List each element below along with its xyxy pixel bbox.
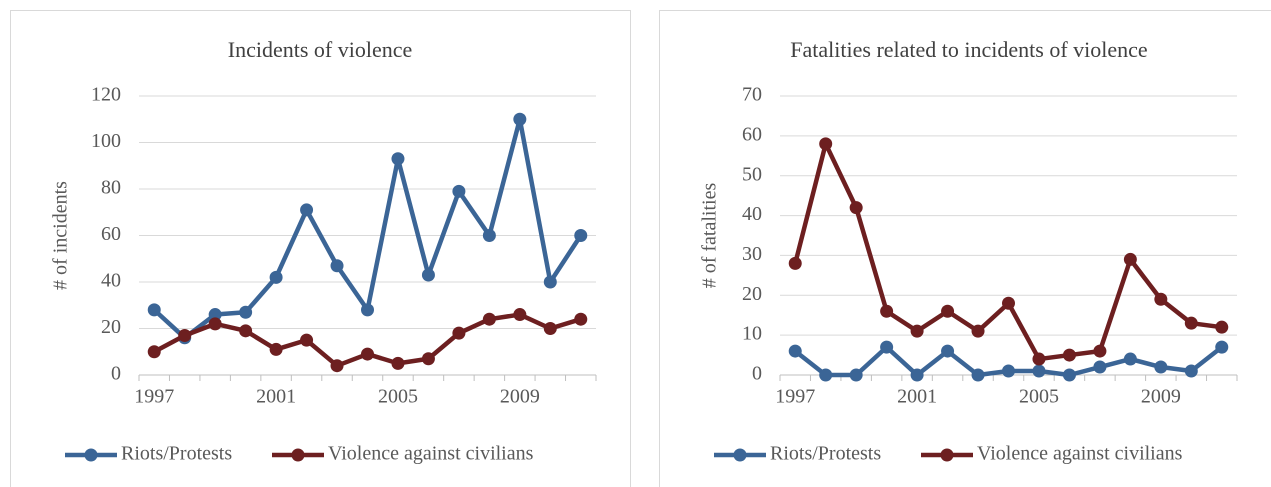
point [1062,368,1076,382]
point [1062,348,1076,362]
point [910,324,924,338]
y-tick-label: 20 [742,283,762,305]
legend-label: Riots/Protests [770,443,881,465]
point [300,203,314,217]
chart-title: Incidents of violence [228,37,413,62]
y-axis-label: # of fatalities [699,183,721,289]
point [239,305,253,319]
point [849,201,863,215]
point [1154,360,1168,374]
point [1215,340,1229,354]
point [1093,344,1107,358]
point [330,259,344,273]
x-tick-label: 2005 [1019,386,1059,408]
legend-label: Riots/Protests [121,443,232,465]
point [1002,296,1015,310]
x-tick-label: 2005 [378,386,418,408]
point [269,270,283,284]
point [208,308,222,322]
y-tick-label: 70 [742,84,762,106]
y-tick-label: 0 [752,363,762,385]
y-tick-label: 20 [101,316,121,338]
point [391,356,405,370]
point [361,303,374,317]
point [1154,292,1168,306]
x-tick-label: 2001 [256,386,296,408]
x-tick-label: 2009 [1141,386,1181,408]
y-tick-label: 0 [111,363,121,385]
legend-marker [940,448,954,462]
legend-marker [84,448,98,462]
point [147,303,161,317]
point [1093,360,1107,374]
point [941,304,955,318]
point [543,322,557,335]
point [452,326,466,340]
point [1032,352,1046,366]
point [788,344,802,358]
y-tick-label: 80 [101,177,121,199]
point [971,368,985,382]
point [1123,352,1137,366]
y-tick-label: 40 [742,203,762,225]
point [513,112,527,126]
point [421,352,435,366]
legend-marker [733,448,747,462]
legend-label: Violence against civilians [977,443,1183,465]
point [208,317,222,331]
point [819,368,833,382]
point [239,324,253,338]
point [880,340,894,354]
point [819,137,833,151]
y-tick-label: 60 [101,223,121,245]
point [574,229,588,242]
point [941,344,955,358]
point [361,347,374,361]
panel-border [10,10,631,487]
panel-border [659,10,1271,487]
point [513,308,527,322]
point [849,368,863,382]
point [788,256,802,270]
y-axis-label: # of incidents [50,181,72,290]
point [482,229,496,242]
point [574,312,588,326]
x-tick-label: 1997 [775,386,815,408]
point [1002,364,1015,378]
point [1123,252,1137,266]
point [880,304,894,318]
point [1032,364,1046,378]
point [543,275,557,289]
legend: Riots/Protests Violence against civilians [65,443,534,465]
point [1184,316,1198,330]
y-tick-label: 60 [742,123,762,145]
point [482,312,496,326]
point [330,359,344,373]
point [421,268,435,282]
y-tick-label: 30 [742,243,762,265]
y-tick-label: 10 [742,323,762,345]
point [452,184,466,198]
point [971,324,985,338]
x-tick-label: 2009 [500,386,540,408]
point [1184,364,1198,378]
legend-label: Violence against civilians [328,443,534,465]
point [1215,320,1229,334]
point [300,333,314,347]
point [391,152,405,166]
point [269,342,283,356]
point [910,368,924,382]
legend-marker [291,448,305,462]
point [147,345,161,359]
y-tick-label: 120 [91,84,121,106]
legend: Riots/Protests Violence against civilians [714,443,1183,465]
point [178,328,192,342]
x-tick-label: 2001 [897,386,937,408]
y-tick-label: 50 [742,163,762,185]
y-tick-label: 100 [91,130,121,152]
y-tick-label: 40 [101,270,121,292]
chart-title: Fatalities related to incidents of viole… [790,37,1147,62]
x-tick-label: 1997 [134,386,174,408]
